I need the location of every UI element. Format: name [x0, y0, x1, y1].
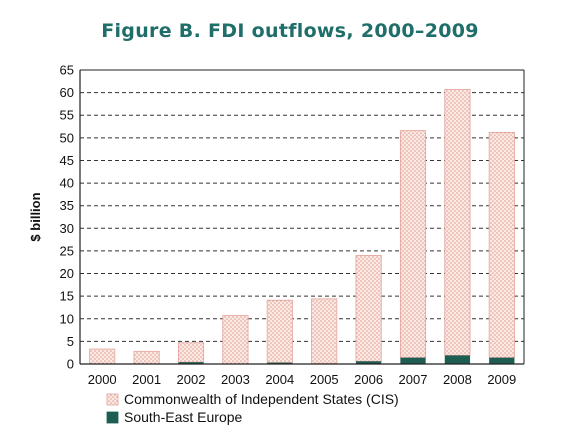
bar-cis	[355, 255, 382, 362]
y-tick-label: 55	[60, 108, 74, 123]
bar-cis	[266, 299, 293, 364]
x-tick-label: 2004	[265, 372, 294, 387]
legend-label: South-East Europe	[124, 409, 243, 425]
y-tick-label: 40	[60, 176, 74, 191]
bar-cis	[399, 130, 427, 359]
y-tick-label: 45	[60, 153, 74, 168]
bar-cis	[488, 132, 515, 359]
bar-cis	[222, 315, 249, 365]
bar-south-east-europe	[355, 361, 382, 364]
x-tick-label: 2003	[221, 372, 250, 387]
bar-south-east-europe	[489, 357, 515, 364]
y-tick-label: 0	[67, 357, 74, 372]
y-tick-label: 30	[60, 221, 74, 236]
bars	[89, 89, 515, 365]
tick-labels: 0 5 10 15 20 25 30 35 40 45 50 55 60 65 2000 2001 2002 20…	[28, 63, 516, 388]
bar-cis	[311, 298, 338, 364]
legend-swatch	[106, 393, 119, 406]
y-tick-label: 35	[60, 198, 74, 213]
x-tick-label: 2000	[88, 372, 117, 387]
chart-title: Figure B. FDI outflows, 2000–2009	[101, 20, 479, 42]
bar-cis	[89, 348, 116, 365]
gridlines	[80, 69, 524, 342]
bar-south-east-europe	[444, 355, 471, 364]
x-tick-label: 2007	[399, 372, 428, 387]
bar-south-east-europe	[178, 362, 204, 364]
x-tick-label: 2009	[487, 372, 516, 387]
x-tick-label: 2002	[177, 372, 206, 387]
y-tick-label: 20	[60, 266, 74, 281]
y-tick-label: 10	[60, 311, 74, 326]
legend-label: Commonwealth of Independent States (CIS)	[124, 391, 399, 407]
y-tick-label: 5	[67, 334, 74, 349]
bar-cis	[177, 342, 205, 363]
x-tick-label: 2005	[310, 372, 339, 387]
bar-south-east-europe	[400, 357, 426, 364]
y-tick-label: 15	[60, 289, 74, 304]
axes	[79, 69, 525, 365]
y-tick-label: 50	[60, 130, 74, 145]
y-tick-label: 25	[60, 243, 74, 258]
x-tick-label: 2008	[443, 372, 472, 387]
y-tick-label: 60	[60, 85, 74, 100]
y-axis-label: $ billion	[28, 192, 43, 241]
x-tick-label: 2006	[354, 372, 383, 387]
x-tick-label: 2001	[132, 372, 161, 387]
bar-cis	[133, 350, 160, 365]
legend: Commonwealth of Independent States (CIS)…	[106, 391, 399, 425]
bar-cis	[444, 89, 471, 356]
legend-swatch	[106, 411, 119, 424]
bar-south-east-europe	[267, 362, 293, 364]
y-tick-label: 65	[60, 63, 74, 78]
